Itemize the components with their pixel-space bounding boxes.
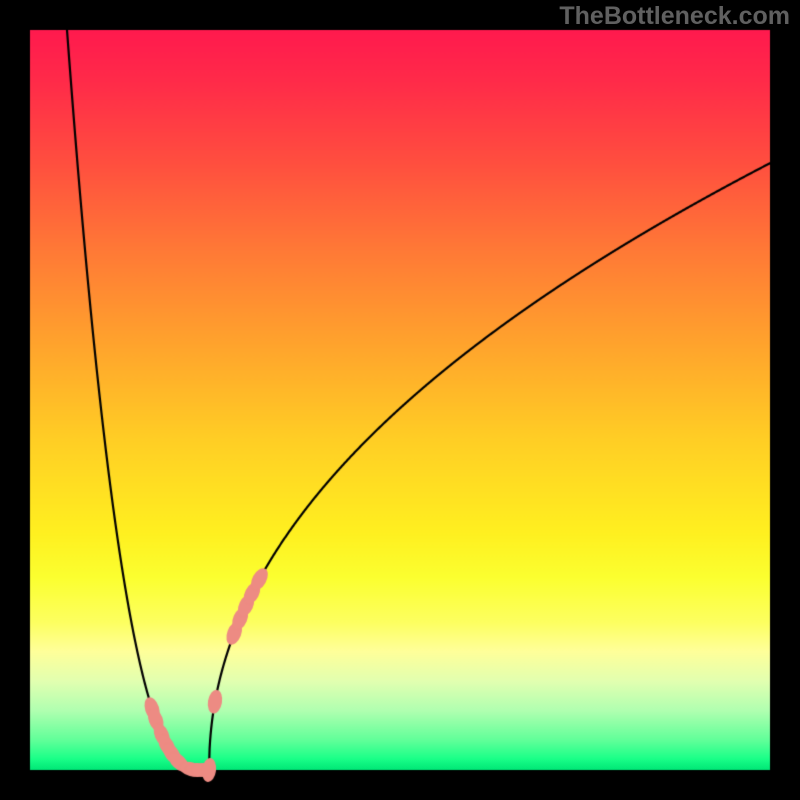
bottleneck-chart [0,0,800,800]
watermark-text: TheBottleneck.com [559,2,790,31]
